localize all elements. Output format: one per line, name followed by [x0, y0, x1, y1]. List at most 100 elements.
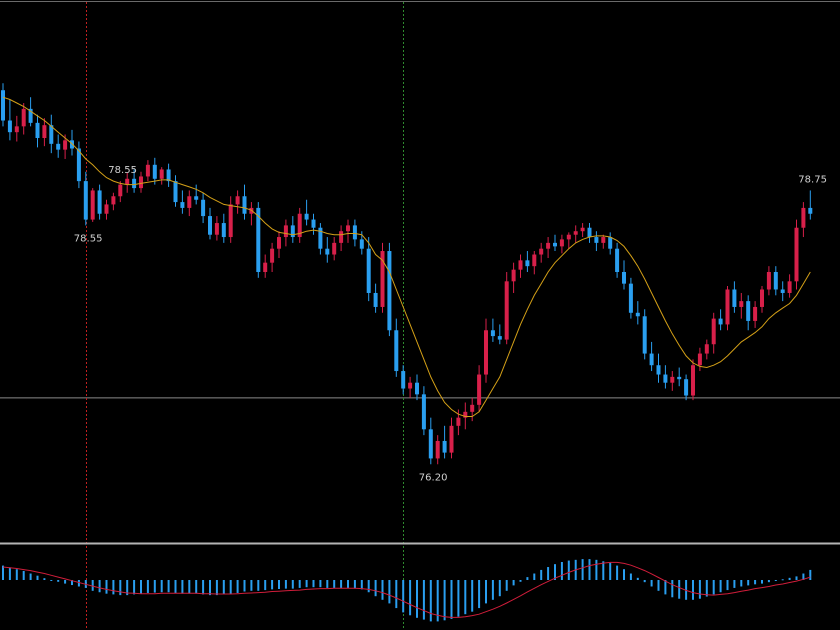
- histogram-bar: [298, 580, 301, 588]
- histogram-bar: [705, 580, 708, 597]
- histogram-bar: [167, 580, 170, 593]
- candle-body: [373, 292, 378, 307]
- candle-body: [656, 365, 661, 375]
- candle-body: [649, 353, 654, 366]
- candle-body: [201, 199, 206, 217]
- histogram-bar: [650, 580, 653, 587]
- histogram-bar: [609, 562, 612, 580]
- candle-body: [484, 330, 488, 375]
- histogram-bar: [395, 580, 398, 609]
- candle-body: [435, 440, 440, 459]
- candle-body: [608, 237, 613, 249]
- histogram-bar: [8, 567, 11, 580]
- histogram-bar: [271, 580, 274, 590]
- histogram-bar: [761, 580, 763, 584]
- candle-body: [290, 225, 295, 238]
- histogram-bar: [795, 576, 798, 580]
- histogram-bar: [409, 580, 412, 616]
- histogram-bar: [71, 580, 73, 586]
- candle-body: [539, 248, 544, 255]
- candle-body: [346, 225, 350, 232]
- histogram-bar: [50, 580, 53, 581]
- candle-body: [635, 312, 640, 317]
- candle-body: [145, 164, 150, 177]
- histogram-bar: [126, 580, 129, 596]
- histogram-bar: [388, 580, 391, 604]
- histogram-bar: [664, 580, 667, 595]
- histogram-bar: [629, 573, 632, 580]
- histogram-bar: [774, 580, 777, 581]
- candle-body: [504, 281, 509, 340]
- histogram-bar: [402, 580, 405, 613]
- candle-body: [760, 289, 764, 307]
- candle-body: [180, 202, 185, 208]
- histogram-bar: [767, 580, 770, 583]
- histogram-bar: [733, 580, 736, 588]
- histogram-bar: [505, 580, 508, 591]
- candle-body: [697, 353, 702, 366]
- candle-body: [428, 429, 433, 459]
- histogram-bar: [36, 575, 39, 580]
- candle-body: [352, 225, 357, 240]
- oscillator-pane[interactable]: [2, 559, 812, 622]
- histogram-bar: [153, 580, 156, 593]
- candle-body: [14, 126, 19, 133]
- histogram-bar: [2, 565, 4, 580]
- candle-body: [366, 248, 371, 293]
- candle-body: [691, 365, 695, 396]
- histogram-bar: [236, 580, 239, 593]
- histogram-bar: [526, 577, 529, 580]
- histogram-bar: [623, 569, 625, 580]
- histogram-bar: [340, 580, 343, 588]
- candle-body: [518, 260, 523, 270]
- histogram-bar: [491, 580, 494, 600]
- histogram-bar: [719, 580, 722, 593]
- candle-body: [242, 196, 247, 214]
- histogram-bar: [581, 559, 584, 580]
- histogram-bar: [105, 580, 108, 594]
- histogram-bar: [112, 580, 115, 595]
- histogram-bar: [22, 571, 25, 580]
- candle-body: [277, 237, 281, 249]
- candle-body: [684, 379, 689, 396]
- histogram-bar: [443, 580, 446, 621]
- candle-body: [125, 178, 130, 185]
- candle-body: [663, 374, 668, 383]
- candle-body: [808, 207, 813, 214]
- candle-body: [228, 204, 233, 238]
- candle-body: [159, 169, 164, 179]
- candle-body: [49, 125, 54, 144]
- candle-body: [408, 382, 413, 389]
- candle-body: [615, 248, 620, 272]
- candle-body: [794, 227, 799, 282]
- histogram-bar: [602, 561, 605, 580]
- histogram-bar: [77, 580, 80, 587]
- histogram-bar: [91, 580, 94, 591]
- candle-body: [532, 254, 537, 267]
- candle-body: [580, 227, 585, 232]
- candle-body: [553, 242, 557, 247]
- histogram-bar: [519, 580, 522, 582]
- candle-body: [490, 330, 495, 337]
- candle-body: [76, 148, 81, 182]
- candle-body: [753, 306, 758, 321]
- histogram-bar: [98, 580, 101, 593]
- candle-body: [97, 190, 102, 214]
- histogram-bar: [188, 580, 191, 594]
- histogram-bar: [512, 580, 515, 586]
- histogram-bar: [202, 580, 205, 595]
- histogram-bar: [657, 580, 660, 591]
- candle-body: [304, 213, 309, 220]
- histogram-bar: [429, 580, 432, 622]
- histogram-bar: [360, 580, 363, 590]
- histogram-bar: [243, 580, 246, 592]
- candle-body: [90, 190, 95, 220]
- candle-body: [256, 207, 261, 272]
- histogram-bar: [726, 580, 729, 591]
- histogram-bar: [498, 580, 501, 597]
- histogram-bar: [554, 564, 556, 580]
- histogram-bar: [478, 580, 481, 609]
